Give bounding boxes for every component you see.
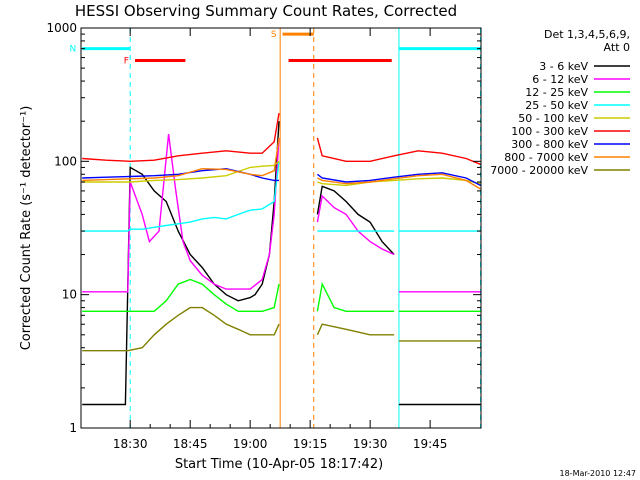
annotation-label-F: F — [124, 57, 129, 67]
x-axis-label: Start Time (10-Apr-05 18:17:42) — [175, 457, 383, 472]
series-line-5 — [82, 112, 481, 165]
x-tick-label-0: 18:30 — [113, 437, 148, 451]
series-line-0 — [82, 121, 481, 406]
legend-subtitle: Att 0 — [604, 41, 630, 54]
timestamp: 18-Mar-2010 12:47 — [560, 469, 637, 478]
legend-label-2: 12 - 25 keV — [525, 86, 588, 99]
y-axis-label: Corrected Count Rate (s⁻¹ detector⁻¹) — [19, 106, 34, 351]
series-line-2 — [82, 278, 481, 312]
x-tick-label-1: 18:45 — [173, 437, 208, 451]
axes: 18:30 18:45 19:00 19:15 19:30 19:45 1 10 100 1000 — [46, 21, 482, 451]
legend-label-3: 25 - 50 keV — [525, 99, 588, 112]
x-tick-label-5: 19:45 — [413, 437, 448, 451]
y-tick-label-2: 100 — [54, 154, 77, 168]
series-line-1 — [82, 134, 481, 293]
y-tick-label-0: 1 — [69, 421, 77, 435]
legend-label-4: 50 - 100 keV — [518, 112, 588, 125]
chart-title: HESSI Observing Summary Count Rates, Cor… — [75, 2, 457, 20]
plot-frame — [80, 27, 482, 429]
legend-label-6: 300 - 800 keV — [511, 138, 588, 151]
legend-label-5: 100 - 300 keV — [511, 125, 588, 138]
series-line-7 — [82, 137, 481, 190]
annotation-label-S: S — [271, 30, 277, 40]
legend-label-7: 800 - 7000 keV — [504, 151, 588, 164]
series-line-8 — [82, 306, 481, 352]
series-group — [82, 112, 481, 406]
y-tick-label-1: 10 — [62, 288, 77, 302]
series-line-6 — [82, 167, 481, 187]
legend-label-1: 6 - 12 keV — [532, 73, 588, 86]
legend-label-0: 3 - 6 keV — [539, 60, 588, 73]
series-line-4 — [82, 160, 481, 187]
annotation-bars: F N S — [69, 30, 481, 67]
annotation-label-N: N — [69, 45, 76, 55]
x-tick-label-2: 19:00 — [233, 437, 268, 451]
legend-title: Det 1,3,4,5,6,9, — [544, 28, 630, 41]
series-line-3 — [82, 161, 481, 232]
y-tick-label-3: 1000 — [46, 21, 77, 35]
x-tick-label-4: 19:30 — [353, 437, 388, 451]
x-tick-label-3: 19:15 — [293, 437, 328, 451]
legend-label-8: 7000 - 20000 keV — [490, 164, 588, 177]
